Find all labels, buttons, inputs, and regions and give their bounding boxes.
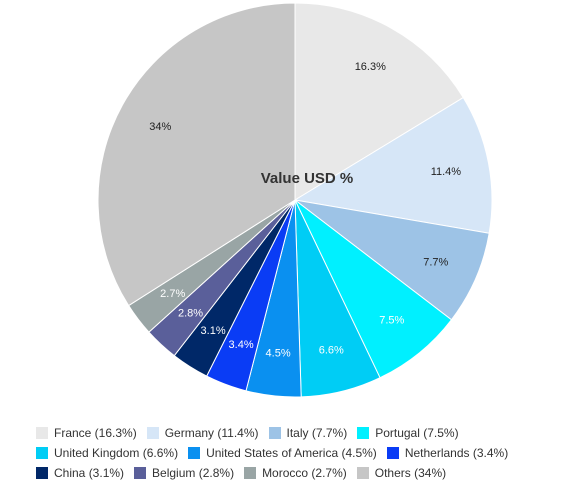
legend-item-germany: Germany (11.4%)	[146, 426, 259, 440]
slice-label-others: 34%	[149, 121, 171, 133]
legend-swatch	[356, 467, 369, 479]
legend: France (16.3%) Germany (11.4%) Italy (7.7%…	[36, 423, 576, 483]
legend-item-morocco: Morocco (2.7%)	[244, 466, 347, 480]
legend-swatch	[386, 447, 399, 459]
pie-slice-france	[294, 2, 464, 201]
legend-swatch	[36, 467, 48, 479]
slice-label-netherlands: 3.4%	[229, 339, 254, 351]
legend-item-china: China (3.1%)	[36, 466, 124, 480]
legend-label: Italy (7.7%)	[286, 426, 348, 440]
slice-label-germany: 11.4%	[431, 166, 462, 178]
legend-row: France (16.3%) Germany (11.4%) Italy (7.7%…	[36, 423, 576, 443]
legend-swatch	[146, 427, 159, 439]
pie-chart: 16.3% 11.4% 7.7% 7.5% 6.6% 4.5% 3.4%3.1% 2.8% 2.…	[97, 2, 493, 398]
legend-item-netherlands: Netherlands (3.4%)	[386, 446, 509, 460]
legend-label: United Kingdom (6.6%)	[54, 446, 179, 460]
pie-slice-italy	[294, 199, 490, 321]
slice-label-portugal: 7.5%	[379, 314, 404, 326]
legend-swatch	[134, 467, 147, 479]
legend-label: France (16.3%)	[54, 426, 137, 440]
legend-swatch	[188, 447, 201, 459]
legend-row: China (3.1%) Belgium (2.8%) Morocco (2.7%)…	[36, 463, 576, 483]
legend-row: United Kingdom (6.6%) United States of Am…	[36, 443, 576, 463]
legend-swatch	[357, 427, 370, 439]
pie-slice-others	[97, 2, 296, 307]
pie-slice-germany	[293, 96, 493, 234]
legend-label: Portugal (7.5%)	[375, 426, 459, 440]
slice-label-morocco: 2.7%	[160, 288, 185, 300]
slice-label-france: 16.3%	[355, 61, 386, 73]
slice-label-italy: 7.7%	[423, 257, 448, 269]
legend-label: Belgium (2.8%)	[152, 466, 235, 480]
legend-item-portugal: Portugal (7.5%)	[357, 426, 459, 440]
legend-label: Others (34%)	[374, 466, 447, 480]
legend-item-others: Others (34%)	[356, 466, 447, 480]
legend-item-united-kingdom: United Kingdom (6.6%)	[36, 446, 178, 460]
legend-item-united-states-of-america: United States of America (4.5%)	[188, 446, 377, 460]
legend-item-belgium: Belgium (2.8%)	[134, 466, 234, 480]
legend-swatch	[268, 427, 281, 439]
legend-label: Netherlands (3.4%)	[404, 446, 509, 460]
slice-label-united-states-of-america: 4.5%	[266, 348, 291, 360]
slice-label-china: 3.1%	[201, 325, 226, 337]
legend-label: Germany (11.4%)	[164, 426, 259, 440]
slice-labels: 16.3% 11.4% 7.7% 7.5% 6.6% 4.5% 3.4%3.1% 2.8% 2.…	[149, 61, 461, 360]
slice-label-united-kingdom: 6.6%	[319, 344, 344, 356]
chart-title: Value USD %	[261, 170, 354, 187]
legend-item-italy: Italy (7.7%)	[268, 426, 348, 440]
pie-slices	[97, 2, 493, 398]
legend-swatch	[244, 467, 257, 479]
legend-swatch	[36, 427, 48, 439]
legend-swatch	[36, 447, 48, 459]
legend-label: Morocco (2.7%)	[262, 466, 347, 480]
legend-label: China (3.1%)	[54, 466, 125, 480]
legend-item-france: France (16.3%)	[36, 426, 137, 440]
slice-label-belgium: 2.8%	[178, 308, 203, 320]
legend-label: United States of America (4.5%)	[206, 446, 377, 460]
